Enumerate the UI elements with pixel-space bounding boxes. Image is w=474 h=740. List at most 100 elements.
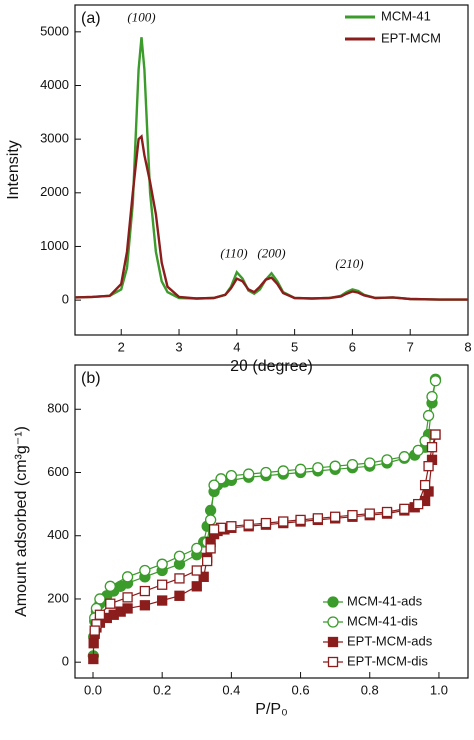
legend-marker — [327, 596, 339, 608]
x-tick-label: 7 — [407, 339, 414, 354]
marker — [329, 460, 341, 472]
marker — [157, 595, 168, 606]
marker — [191, 565, 202, 576]
marker — [121, 571, 134, 583]
marker — [422, 409, 435, 422]
x-tick-label: 0.8 — [361, 682, 379, 697]
marker — [202, 555, 213, 567]
peak-annotation: (200) — [257, 245, 285, 260]
marker — [429, 375, 442, 387]
marker — [139, 585, 151, 597]
marker — [294, 463, 307, 475]
marker — [105, 598, 116, 609]
x-tick-label: 5 — [291, 339, 298, 354]
legend-marker — [327, 636, 339, 648]
series-line — [74, 134, 468, 301]
marker — [215, 473, 227, 485]
marker — [225, 470, 238, 482]
x-tick-label: 8 — [464, 339, 471, 354]
plot-frame — [74, 4, 469, 336]
marker — [412, 444, 424, 457]
marker — [364, 508, 375, 519]
marker — [398, 451, 410, 463]
marker — [381, 454, 393, 466]
marker — [88, 653, 99, 665]
panel-label: (a) — [81, 10, 101, 27]
marker — [381, 506, 393, 518]
marker — [139, 564, 151, 577]
panel-label: (b) — [81, 370, 101, 387]
marker — [122, 592, 133, 603]
marker — [346, 458, 359, 471]
x-tick-label: 0.4 — [222, 682, 240, 697]
marker — [104, 580, 116, 592]
marker — [426, 442, 438, 453]
y-tick-label: 600 — [47, 464, 69, 479]
marker — [278, 516, 289, 527]
marker — [399, 503, 410, 515]
legend-label: MCM-41 — [381, 8, 431, 23]
x-tick-label: 0.6 — [292, 682, 310, 697]
marker — [89, 625, 100, 636]
marker — [364, 457, 376, 469]
legend-label: MCM-41-dis — [347, 613, 418, 628]
marker — [94, 609, 106, 620]
marker — [423, 461, 434, 472]
x-tick-label: 0.2 — [153, 682, 171, 697]
marker — [330, 511, 341, 522]
x-axis-title: 2θ (degree) — [230, 358, 313, 375]
x-tick-label: 2 — [118, 339, 125, 354]
marker — [430, 429, 441, 440]
legend-label: EPT-MCM-ads — [347, 633, 433, 648]
y-tick-label: 0 — [62, 654, 69, 669]
marker — [198, 571, 209, 582]
marker — [157, 579, 168, 590]
marker — [347, 510, 358, 521]
y-tick-label: 3000 — [40, 131, 69, 146]
legend-marker — [327, 656, 339, 668]
y-tick-label: 5000 — [40, 23, 69, 38]
marker — [94, 593, 106, 605]
y-tick-label: 1000 — [40, 238, 69, 253]
legend-label: EPT-MCM — [381, 30, 441, 45]
x-axis-title: P/P₀ — [255, 701, 287, 718]
y-tick-label: 400 — [47, 527, 69, 542]
plot-frame — [74, 364, 469, 679]
marker — [243, 519, 254, 530]
legend-marker — [327, 616, 339, 628]
marker — [312, 462, 324, 474]
marker — [156, 558, 168, 570]
marker — [260, 466, 272, 479]
marker — [208, 524, 220, 535]
legend-label: EPT-MCM-dis — [347, 653, 428, 668]
marker — [88, 638, 99, 649]
y-tick-label: 2000 — [40, 184, 69, 199]
marker — [295, 514, 306, 526]
y-axis-title: Intensity — [5, 140, 22, 200]
marker — [243, 468, 255, 480]
marker — [122, 603, 133, 614]
marker — [277, 465, 289, 477]
y-axis-title: Amount adsorbed (cm³g⁻¹) — [13, 426, 30, 617]
marker — [226, 521, 237, 532]
y-tick-label: 4000 — [40, 77, 69, 92]
marker — [419, 479, 431, 491]
marker — [208, 479, 220, 491]
marker — [173, 550, 186, 562]
x-tick-label: 0.0 — [84, 682, 102, 697]
y-tick-label: 800 — [47, 401, 69, 416]
marker — [139, 600, 151, 611]
marker — [174, 573, 185, 584]
y-tick-label: 200 — [47, 590, 69, 605]
peak-annotation: (110) — [220, 245, 247, 260]
marker — [191, 581, 202, 592]
marker — [260, 517, 272, 529]
marker — [204, 514, 217, 526]
y-tick-label: 0 — [62, 292, 69, 307]
x-tick-label: 3 — [175, 339, 182, 354]
x-tick-label: 6 — [349, 339, 356, 354]
marker — [174, 590, 185, 601]
x-tick-label: 4 — [233, 339, 240, 354]
marker — [312, 513, 324, 524]
